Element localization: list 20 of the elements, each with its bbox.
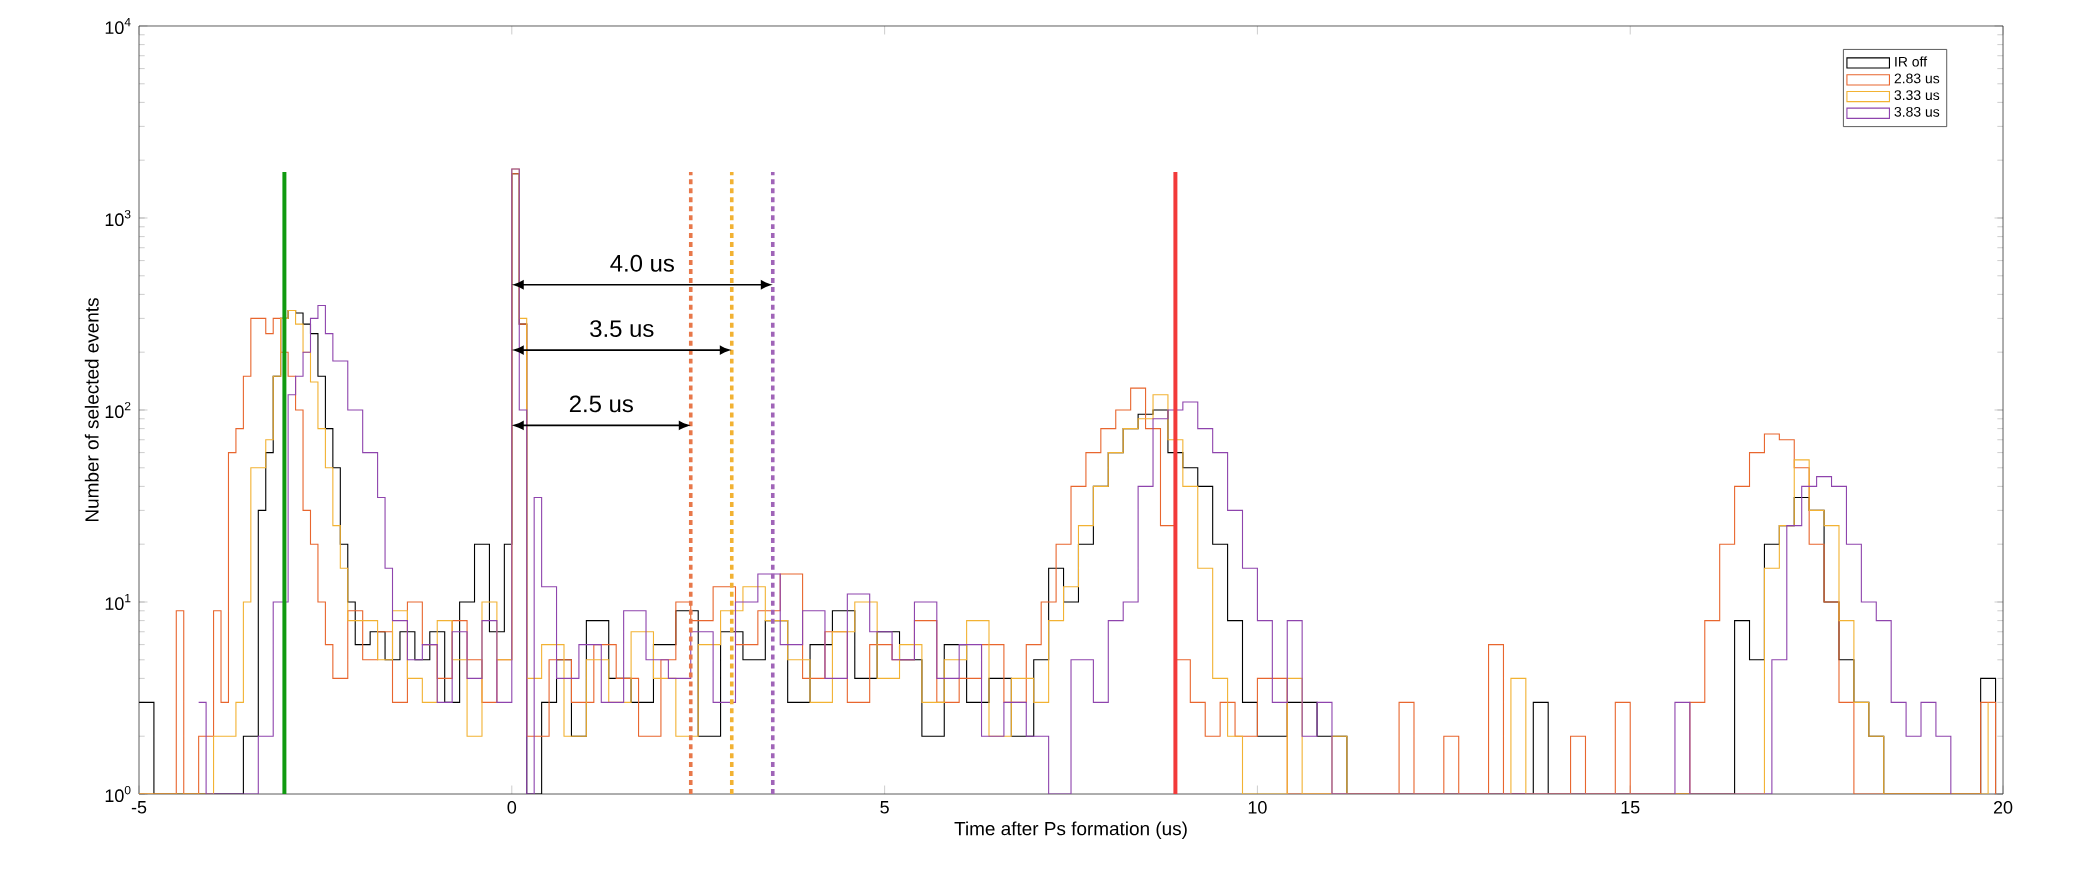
- legend-label: 3.33 us: [1894, 90, 1940, 101]
- legend-label: IR off: [1895, 56, 1928, 67]
- annotation: 2.5 us: [569, 395, 633, 413]
- y-tick-label: 10$^{3}$: [105, 209, 131, 227]
- x-tick-label: 0: [507, 801, 517, 814]
- x-tick-label: -5: [131, 801, 147, 814]
- y-tick-label: 10$^{1}$: [105, 593, 131, 611]
- x-tick-label: 20: [1993, 801, 2013, 814]
- legend-label: 2.83 us: [1894, 73, 1940, 84]
- x-tick-label: 5: [880, 801, 889, 814]
- legend-label: 3.83 us: [1894, 106, 1940, 117]
- y-tick-label: 10$^{0}$: [105, 785, 131, 803]
- y-tick-label: 10$^{2}$: [105, 401, 131, 419]
- x-tick-label: 10: [1248, 801, 1267, 814]
- annotation: 3.5 us: [590, 320, 654, 338]
- y-tick-label: 10$^{4}$: [105, 17, 131, 35]
- annotation: 4.0 us: [610, 254, 674, 272]
- x-axis-title: Time after Ps formation (us): [954, 821, 1187, 840]
- x-tick-label: 15: [1621, 801, 1640, 814]
- y-axis-title: Number of selected events: [84, 298, 99, 522]
